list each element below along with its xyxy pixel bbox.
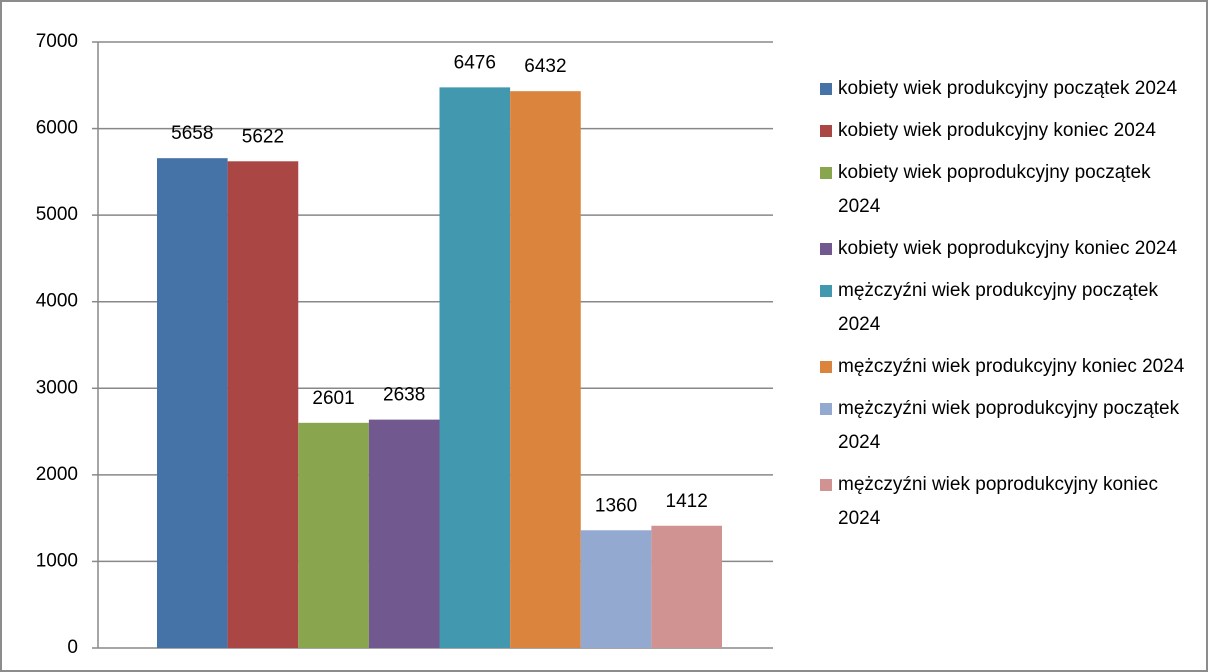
data-label: 1360 (595, 495, 637, 516)
legend-swatch (820, 479, 832, 491)
y-tick-label: 1000 (36, 550, 78, 571)
legend-item: mężczyźni wiek produkcyjny początek 2024 (820, 274, 1190, 342)
legend-item: kobiety wiek produkcyjny początek 2024 (820, 72, 1190, 106)
legend-label: mężczyźni wiek poprodukcyjny początek 20… (838, 398, 1180, 453)
legend-swatch (820, 403, 832, 415)
legend-label: kobiety wiek produkcyjny początek 2024 (838, 78, 1178, 99)
legend-item: mężczyźni wiek produkcyjny koniec 2024 (820, 350, 1190, 384)
legend-swatch (820, 243, 832, 255)
legend-label: kobiety wiek poprodukcyjny początek 2024 (838, 162, 1151, 217)
data-label: 2638 (383, 385, 425, 406)
data-label: 2601 (312, 388, 354, 409)
bar (510, 91, 581, 649)
data-label: 1412 (666, 491, 708, 512)
y-tick-label: 6000 (36, 118, 78, 139)
y-tick-label: 4000 (36, 291, 78, 312)
y-tick-label: 5000 (36, 204, 78, 225)
legend-item: kobiety wiek produkcyjny koniec 2024 (820, 114, 1190, 148)
data-label: 6432 (524, 56, 566, 77)
legend-swatch (820, 125, 832, 137)
bar (227, 161, 299, 649)
data-label: 5658 (171, 123, 213, 144)
legend-item: mężczyźni wiek poprodukcyjny koniec 2024 (820, 468, 1190, 536)
y-tick-label: 7000 (36, 31, 78, 52)
legend-label: kobiety wiek produkcyjny koniec 2024 (838, 120, 1156, 141)
y-tick-label: 3000 (36, 377, 78, 398)
legend-swatch (820, 167, 832, 179)
bar (298, 422, 369, 648)
legend-swatch (820, 285, 832, 297)
bar (157, 158, 228, 648)
y-tick-label: 0 (67, 637, 78, 658)
legend-swatch (820, 361, 832, 373)
legend-item: mężczyźni wiek poprodukcyjny początek 20… (820, 392, 1190, 460)
bar (439, 87, 511, 649)
bar (580, 530, 652, 648)
legend-label: mężczyźni wiek produkcyjny koniec 2024 (838, 356, 1185, 377)
bar (651, 525, 722, 648)
data-label: 5622 (242, 126, 284, 147)
legend-swatch (820, 83, 832, 95)
data-label: 6476 (454, 52, 496, 73)
bar (368, 419, 440, 648)
legend-label: mężczyźni wiek produkcyjny początek 2024 (838, 280, 1158, 335)
legend: kobiety wiek produkcyjny początek 2024 ko… (820, 72, 1190, 544)
y-tick-label: 2000 (36, 464, 78, 485)
legend-label: kobiety wiek poprodukcyjny koniec 2024 (838, 238, 1178, 259)
legend-item: kobiety wiek poprodukcyjny początek 2024 (820, 156, 1190, 224)
legend-label: mężczyźni wiek poprodukcyjny koniec 2024 (838, 474, 1158, 529)
legend-item: kobiety wiek poprodukcyjny koniec 2024 (820, 232, 1190, 266)
